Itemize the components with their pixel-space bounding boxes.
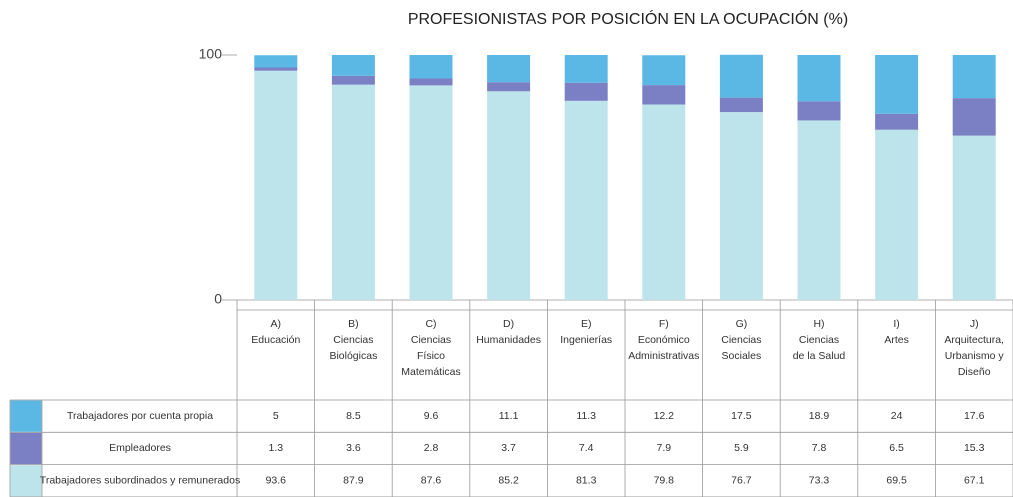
x-tick-label: A) [271,318,282,330]
bar-segment [875,113,919,130]
x-tick-label: Artes [884,334,909,346]
x-tick-label: Ciencias [411,334,451,346]
x-tick-label: Económico [638,334,690,346]
bar-segment [564,100,608,300]
table-value: 2.8 [424,442,439,454]
table-value: 15.3 [964,442,985,454]
table-value: 5.9 [734,442,749,454]
bar-segment [331,84,375,301]
x-tick-label: Diseño [958,366,991,378]
bar-segment [487,91,531,300]
x-tick-label: C) [425,318,436,330]
table-value: 7.8 [812,442,827,454]
bar-segment [952,98,996,136]
bar-segment [875,55,919,114]
bar-segment [487,82,531,92]
table-value: 76.7 [731,475,752,487]
table-value: 3.6 [346,442,361,454]
bar-segment [409,55,453,79]
x-tick-label: F) [659,318,669,330]
bar-segment [331,75,375,85]
x-tick-label: J) [970,318,979,330]
table-value: 17.5 [731,410,752,422]
table-value: 12.2 [654,410,675,422]
bar-segment [331,55,375,76]
x-tick-label: G) [736,318,748,330]
x-tick-label: Urbanismo y [945,350,1005,362]
table-value: 73.3 [809,475,830,487]
bar-segment [952,55,996,99]
x-tick-label: Sociales [722,350,762,362]
table-value: 87.9 [343,475,364,487]
x-tick-label: Físico [417,350,445,362]
x-tick-label: H) [813,318,824,330]
x-tick-label: Ciencias [721,334,761,346]
bar-segment [797,101,841,121]
table-value: 1.3 [268,442,283,454]
x-tick-label: E) [581,318,592,330]
x-tick-label: de la Salud [793,350,846,362]
table-value: 7.4 [579,442,594,454]
x-tick-label: Matemáticas [401,366,461,378]
table-value: 87.6 [421,475,442,487]
bar-segment [719,97,763,113]
legend-swatch [10,400,42,432]
bar-segment [409,85,453,300]
table-value: 85.2 [498,475,519,487]
bar-segment [719,54,763,98]
bar-segment [875,129,919,300]
x-tick-label: Ingenierías [560,334,612,346]
legend-label: Trabajadores por cuenta propia [67,410,213,422]
chart-title: PROFESIONISTAS POR POSICIÓN EN LA OCUPAC… [408,9,848,28]
x-tick-label: B) [348,318,359,330]
legend-swatch [10,432,42,465]
bar-segment [642,104,686,301]
table-value: 11.3 [576,410,596,422]
bar-segment [642,85,686,105]
x-tick-label: Administrativas [628,350,699,362]
table-value: 11.1 [499,410,519,422]
bar-segment [952,135,996,300]
table-value: 9.6 [424,410,439,422]
bar-segment [564,55,608,83]
legend-label: Trabajadores subordinados y remunerados [40,475,240,487]
x-tick-label: Arquitectura, [944,334,1004,346]
table-value: 3.7 [501,442,516,454]
bar-segment [564,82,608,101]
x-tick-label: Biológicas [329,350,377,362]
table-value: 17.6 [964,410,985,422]
bar-segment [719,112,763,301]
bar-segment [254,70,298,301]
bar-segment [797,55,841,102]
y-tick-label: 100 [199,46,223,62]
bar-segment [487,55,531,83]
table-value: 18.9 [809,410,830,422]
table-value: 81.3 [576,475,597,487]
table-value: 5 [273,410,279,422]
table-value: 8.5 [346,410,361,422]
bar-segment [642,55,686,86]
x-tick-label: I) [893,318,899,330]
bar-segment [254,67,298,71]
table-value: 24 [891,410,903,422]
x-tick-label: Ciencias [333,334,373,346]
legend-swatch [10,465,42,497]
table-value: 79.8 [654,475,675,487]
table-value: 93.6 [266,475,287,487]
bar-segment [254,55,298,68]
x-tick-label: D) [503,318,514,330]
table-value: 67.1 [964,475,985,487]
table-value: 69.5 [886,475,907,487]
x-tick-label: Educación [251,334,300,346]
bar-segment [797,120,841,300]
x-tick-label: Humanidades [476,334,541,346]
bar-segment [409,78,453,86]
y-tick-label: 0 [214,291,222,307]
table-value: 6.5 [889,442,904,454]
table-value: 7.9 [656,442,671,454]
x-tick-label: Ciencias [799,334,839,346]
legend-label: Empleadores [109,442,171,454]
